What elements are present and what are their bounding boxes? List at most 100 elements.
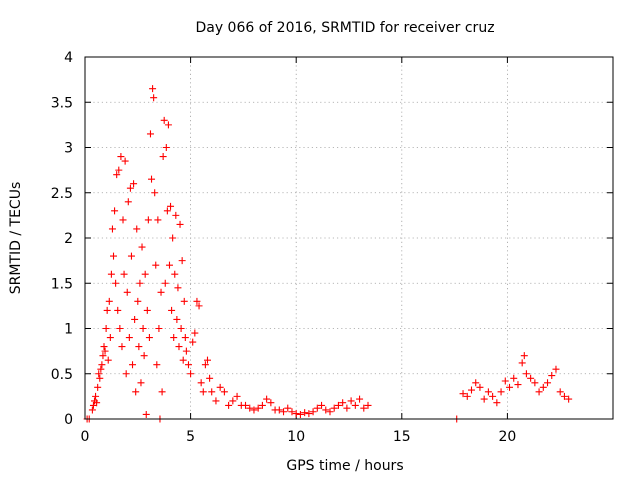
data-point — [149, 85, 157, 93]
data-point — [177, 325, 185, 332]
data-point — [123, 288, 131, 296]
data-point — [161, 279, 169, 287]
data-point — [105, 297, 113, 305]
data-point — [250, 406, 258, 414]
data-point — [133, 225, 141, 233]
data-point — [181, 334, 189, 342]
data-point — [233, 392, 241, 400]
data-point — [334, 401, 342, 409]
data-point — [510, 374, 518, 382]
data-point — [180, 297, 188, 305]
data-point — [88, 406, 96, 414]
data-point — [326, 408, 334, 416]
data-point — [129, 361, 137, 369]
data-point — [318, 401, 326, 409]
data-point — [225, 401, 233, 409]
data-point — [143, 306, 151, 314]
data-point — [113, 171, 121, 179]
data-point — [267, 399, 275, 407]
data-point — [159, 153, 167, 161]
data-point — [242, 401, 250, 409]
data-point — [330, 404, 338, 412]
data-point — [493, 399, 501, 407]
data-point — [163, 207, 171, 215]
data-point — [535, 388, 543, 396]
y-tick-labels: 0 0.5 1 1.5 2 2.5 3 3.5 4 — [51, 50, 73, 428]
data-point — [137, 379, 145, 387]
plot-frame — [84, 56, 614, 420]
data-point — [140, 352, 148, 360]
y-tick-label: 1 — [64, 322, 73, 338]
data-point — [154, 216, 162, 224]
data-point — [189, 338, 197, 346]
data-point — [199, 388, 207, 396]
data-point — [97, 365, 105, 373]
data-point — [531, 379, 539, 387]
data-point — [175, 343, 183, 351]
data-point — [122, 370, 130, 378]
data-point — [178, 257, 186, 265]
data-point — [127, 252, 135, 260]
data-point — [518, 359, 526, 367]
data-point — [339, 399, 347, 407]
data-point — [153, 361, 161, 369]
data-point — [197, 379, 205, 387]
data-point — [145, 334, 153, 342]
data-point — [132, 388, 140, 396]
data-point — [206, 374, 214, 382]
data-point — [220, 388, 228, 396]
data-point — [170, 334, 178, 342]
y-tick-label: 3 — [64, 141, 73, 157]
data-point — [111, 207, 119, 215]
data-point — [116, 325, 124, 332]
data-point — [182, 347, 190, 355]
data-point — [467, 386, 475, 394]
data-point — [110, 252, 118, 260]
data-point — [100, 343, 108, 351]
data-point — [151, 189, 159, 197]
data-point — [104, 356, 112, 364]
data-point — [142, 410, 150, 418]
data-points — [83, 85, 573, 423]
data-point — [135, 343, 143, 351]
data-point — [115, 166, 123, 174]
data-point — [172, 211, 180, 219]
data-point — [258, 401, 266, 409]
data-point — [351, 401, 359, 409]
data-point — [144, 216, 152, 224]
data-point — [193, 297, 201, 305]
data-point — [309, 408, 317, 416]
data-point — [522, 370, 530, 378]
data-point — [168, 306, 176, 314]
data-point — [560, 392, 568, 400]
data-point — [95, 370, 103, 378]
data-point — [254, 404, 262, 412]
data-point — [484, 388, 492, 396]
data-point — [98, 361, 106, 369]
data-point — [459, 390, 467, 398]
data-point — [174, 284, 182, 292]
data-point — [191, 329, 199, 337]
y-tick-label: 4 — [64, 50, 73, 66]
data-point — [480, 395, 488, 403]
data-point — [203, 356, 211, 364]
data-point — [313, 404, 321, 412]
y-tick-label: 2.5 — [51, 186, 73, 202]
data-point — [171, 270, 179, 278]
data-point — [164, 121, 172, 129]
data-point — [292, 410, 300, 418]
data-point — [102, 325, 110, 332]
data-point — [99, 352, 107, 360]
data-point — [94, 383, 102, 391]
data-point — [158, 388, 166, 396]
x-tick-label: 0 — [81, 429, 90, 445]
data-point — [136, 279, 144, 287]
data-point — [544, 379, 552, 387]
data-point — [130, 180, 138, 188]
y-tick-label: 0 — [64, 412, 73, 428]
grid — [85, 57, 613, 419]
data-point — [117, 153, 125, 161]
x-tick-label: 20 — [498, 429, 516, 445]
data-point — [167, 202, 175, 210]
data-point — [124, 198, 132, 206]
